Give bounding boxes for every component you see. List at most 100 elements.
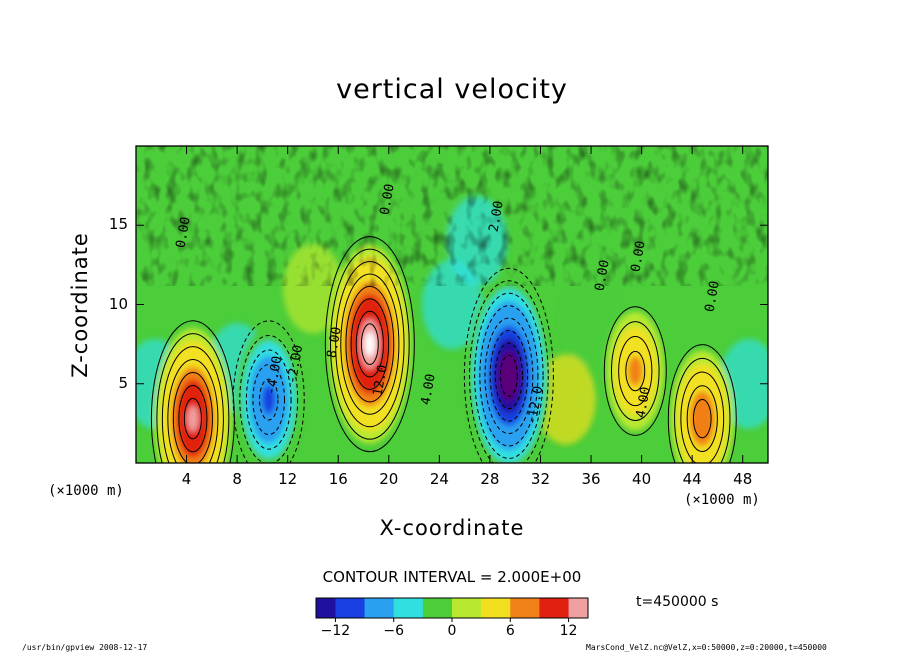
colorbar-cell [413, 598, 424, 618]
colorbar-cell [442, 598, 453, 618]
field-halo-4 [535, 354, 596, 445]
contour-2-4 [345, 285, 395, 403]
colorbar-cell [529, 598, 540, 618]
contour-4-0 [603, 306, 667, 436]
contour-0-4 [172, 372, 213, 463]
x-tick-label: 20 [379, 470, 399, 488]
colorbar-cell [452, 598, 463, 618]
colorbar-cell [393, 598, 404, 618]
y-tick-label: 5 [118, 373, 128, 392]
contour-3-3 [479, 305, 539, 447]
x-tick-label: 32 [530, 470, 551, 488]
x-tick-label: 12 [278, 470, 298, 488]
contour-3-4 [484, 317, 534, 435]
contour-3-1 [469, 280, 549, 463]
x-tick-label: 24 [429, 470, 449, 488]
contour-5-3 [686, 385, 718, 452]
contour-2-1 [329, 248, 410, 440]
x-unit-right: (×1000 m) [684, 492, 760, 508]
x-tick-label: 28 [480, 470, 500, 488]
contour-0-5 [178, 384, 208, 453]
colorbar-cell [335, 598, 346, 618]
contour-1-0 [232, 320, 305, 463]
contour-1-1 [239, 334, 299, 463]
field-halo-5 [561, 275, 622, 366]
colorbar-cell [539, 598, 550, 618]
colorbar-cell [384, 598, 395, 618]
contour-4-3 [625, 350, 646, 392]
field-level-2-7 [364, 331, 375, 357]
contour-3-6 [494, 342, 523, 410]
contour-interval-label: CONTOUR INTERVAL = 2.000E+00 [322, 568, 582, 586]
colorbar-cell [364, 598, 375, 618]
colorbar-cell [520, 598, 531, 618]
colorbar-cell [558, 598, 570, 618]
contour-3-5 [489, 330, 529, 422]
y-tick-label: 10 [108, 294, 128, 313]
colorbar-cell [481, 598, 492, 618]
field-level-4-3 [628, 356, 643, 386]
contour-0-2 [161, 346, 224, 463]
x-tick-label: 8 [232, 470, 242, 488]
x-tick-label: 48 [733, 470, 753, 488]
colorbar-cell [374, 598, 385, 618]
axis-ticks [136, 146, 768, 463]
colorbar-cell [549, 598, 560, 618]
x-tick-label: 36 [581, 470, 601, 488]
contour-2-3 [340, 273, 400, 415]
contour-2-7 [360, 323, 379, 366]
contour-5-2 [680, 371, 725, 463]
contour-0-6 [183, 397, 202, 440]
contour-5-0 [667, 344, 737, 463]
colorbar-cell [432, 598, 443, 618]
colorbar-tick-label: −12 [320, 623, 351, 639]
contour-2-0 [324, 236, 415, 453]
colorbar-cell [345, 598, 356, 618]
contour-1-2 [245, 349, 292, 450]
time-label: t=450000 s [636, 594, 719, 610]
colorbar-cell [316, 598, 327, 618]
colorbar-cell [578, 598, 589, 618]
colorbar-cell [461, 598, 472, 618]
colorbar-tick-label: 0 [447, 623, 457, 639]
y-axis-label: Z-coordinate [68, 232, 92, 378]
colorbar-cell [403, 598, 414, 618]
contour-5-4 [692, 398, 712, 439]
colorbar-tick-label: 12 [559, 623, 578, 639]
contour-4-2 [618, 336, 653, 407]
contour-2-6 [355, 310, 384, 378]
colorbar-tick-label: −6 [383, 623, 405, 639]
colorbar-cell [471, 598, 482, 618]
field-level-5-4 [695, 404, 709, 433]
colorbar-cell [354, 598, 366, 618]
field-level-0-6 [187, 405, 199, 432]
contour-lines [150, 236, 737, 463]
x-tick-label: 4 [181, 470, 192, 488]
x-tick-label: 44 [682, 470, 702, 488]
contour-3-2 [474, 292, 544, 459]
x-tick-label: 16 [328, 470, 348, 488]
x-tick-label: 40 [632, 470, 652, 488]
colorbar-cell [325, 598, 336, 618]
x-axis-label: X-coordinate [379, 516, 525, 540]
contour-1-3 [252, 364, 285, 436]
contour-0-1 [156, 333, 230, 463]
colorbar-cell [500, 598, 511, 618]
contour-4-1 [610, 321, 660, 422]
contour-2-2 [335, 261, 405, 428]
velocity-field [136, 164, 768, 463]
contour-3-7 [499, 354, 518, 397]
contour-3-0 [463, 267, 554, 463]
field-level-3-7 [503, 363, 515, 389]
chart-title: vertical velocity [336, 74, 568, 105]
colorbar-cell [568, 598, 579, 618]
field-level-1-4 [262, 385, 276, 415]
colorbar-cell [422, 598, 434, 618]
contour-0-0 [150, 320, 235, 463]
colorbar-tick-label: 6 [505, 623, 515, 639]
colorbar-cell [490, 598, 502, 618]
contour-1-4 [259, 378, 279, 421]
colorbar-cell [510, 598, 521, 618]
x-unit-left: (×1000 m) [48, 483, 124, 499]
